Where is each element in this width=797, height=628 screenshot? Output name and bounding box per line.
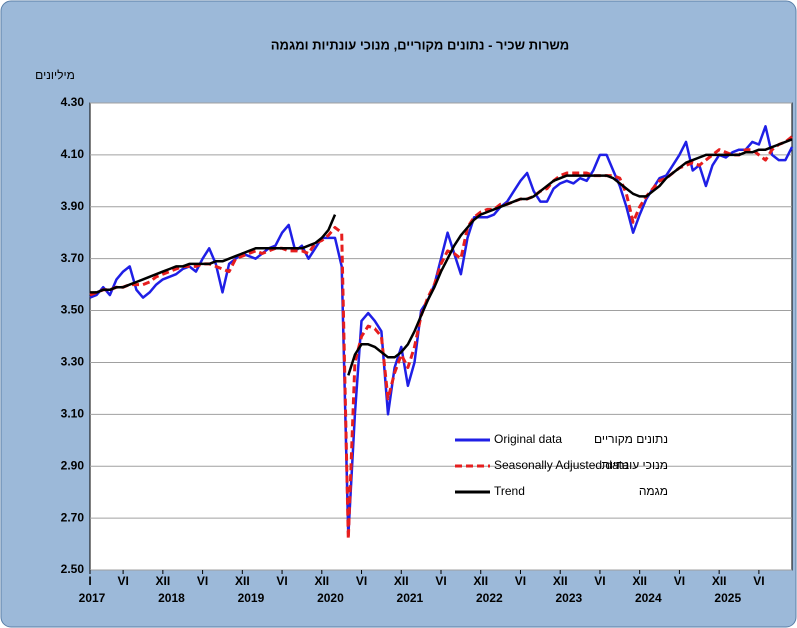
y-tick-label: 2.50 [61,562,85,576]
year-label: 2017 [79,591,106,605]
y-tick-label: 4.10 [61,147,85,161]
year-label: 2024 [635,591,662,605]
y-tick-label: 3.70 [61,251,85,265]
y-tick-label: 2.70 [61,510,85,524]
x-tick-label: VI [356,574,367,588]
grid [90,102,792,571]
x-tick-label: XII [632,574,647,588]
x-tick-label: XII [394,574,409,588]
year-label: 2023 [555,591,582,605]
x-tick-label: VI [276,574,287,588]
legend-label-he: מגמה [639,484,668,498]
y-tick-label: 2.90 [61,458,85,472]
x-tick-label: VI [753,574,764,588]
x-tick-label: VI [435,574,446,588]
legend: Original data נתונים מקוריים Seasonally Ad… [455,432,668,498]
plot-area [89,102,793,571]
x-tick-label: VI [594,574,605,588]
year-label: 2022 [476,591,503,605]
series-line [89,125,794,538]
x-tick-label: XII [473,574,488,588]
year-label: 2025 [714,591,741,605]
series-line [347,138,793,376]
year-label: 2018 [158,591,185,605]
y-tick-label: 3.30 [61,355,85,369]
legend-label-he: מנוכי עונתיות [602,458,668,472]
x-tick-label: XII [712,574,727,588]
year-label: 2021 [397,591,424,605]
legend-label-he: נתונים מקוריים [594,432,668,446]
lines [89,125,794,541]
chart-title: משרות שכיר - נתונים מקוריים, מנוכי עונתי… [271,37,569,52]
x-tick-label: XII [314,574,329,588]
x-tick-label: XII [553,574,568,588]
legend-label: Seasonally Adjusted data [494,458,629,472]
y-tick-label: 3.90 [61,199,85,213]
x-tick-label: XII [235,574,250,588]
y-unit: מיליונים [35,68,75,82]
year-label: 2020 [317,591,344,605]
x-tick-label: VI [117,574,128,588]
year-label: 2019 [238,591,265,605]
x-tick-label: VI [197,574,208,588]
x-tick-label: VI [674,574,685,588]
legend-label: Trend [494,484,525,498]
series-line [90,214,337,294]
x-tick-label: XII [156,574,171,588]
y-tick-label: 3.10 [61,407,85,421]
y-tick-label: 4.30 [61,95,85,109]
legend-label: Original data [494,432,562,446]
x-tick-label: VI [515,574,526,588]
x-tick-label: I [88,574,91,588]
y-tick-label: 3.50 [61,303,85,317]
